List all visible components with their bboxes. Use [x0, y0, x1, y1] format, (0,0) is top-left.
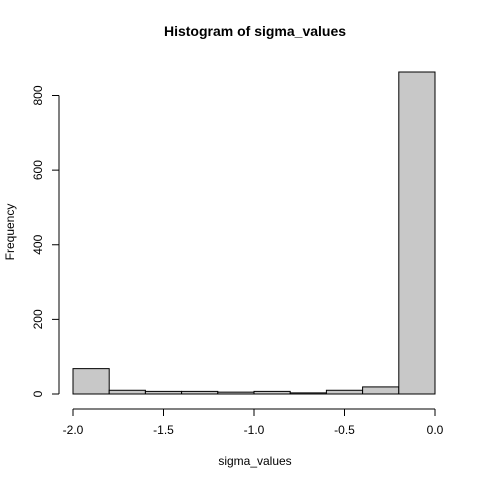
x-tick-label: -1.5 — [153, 423, 174, 437]
histogram-bar — [72, 368, 110, 395]
y-tick-label: 600 — [31, 160, 45, 180]
histogram-bar — [217, 391, 255, 395]
histogram-bar — [144, 390, 183, 395]
bars-group — [72, 71, 436, 395]
histogram-bar — [398, 71, 436, 395]
x-axis: -2.0 -1.5 -1.0 -0.5 0.0 — [63, 408, 444, 437]
x-axis-label: sigma_values — [218, 454, 291, 468]
y-axis: 0 200 400 600 800 — [31, 85, 60, 397]
histogram-bar — [289, 392, 327, 395]
chart-title: Histogram of sigma_values — [164, 23, 346, 39]
histogram-bar — [253, 390, 291, 395]
histogram-bar — [325, 389, 364, 395]
y-tick-label: 200 — [31, 309, 45, 329]
y-tick-label: 400 — [31, 234, 45, 254]
x-tick-label: -0.5 — [334, 423, 355, 437]
x-tick-label: -1.0 — [244, 423, 265, 437]
y-axis-label: Frequency — [3, 204, 17, 261]
histogram-bar — [181, 390, 219, 395]
x-tick-label: -2.0 — [63, 423, 84, 437]
x-tick-label: 0.0 — [427, 423, 444, 437]
y-tick-label: 800 — [31, 85, 45, 105]
y-tick-label: 0 — [31, 390, 45, 397]
histogram-bar — [362, 386, 400, 395]
histogram-bar — [108, 389, 146, 395]
